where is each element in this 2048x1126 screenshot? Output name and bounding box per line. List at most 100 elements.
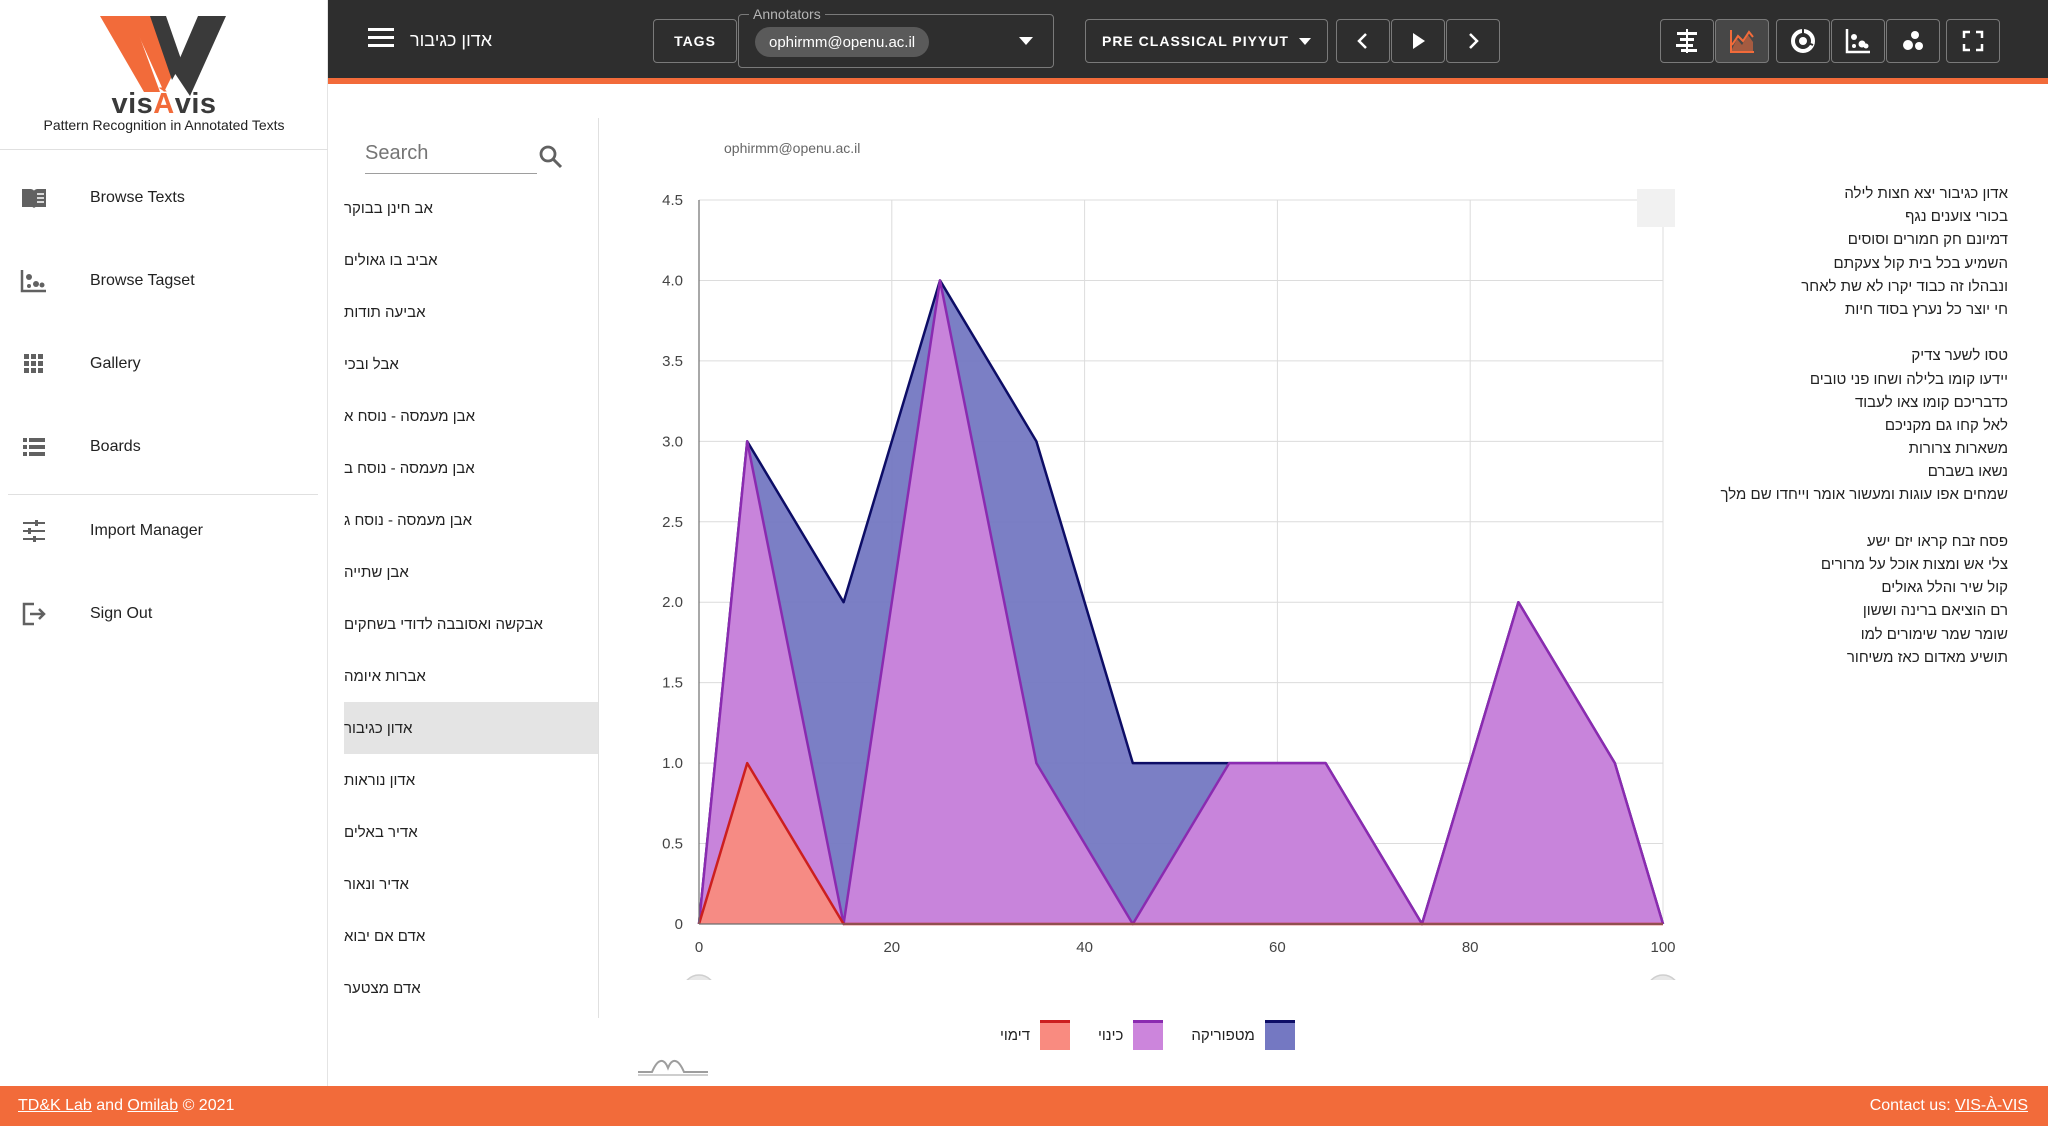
chevron-down-icon[interactable] bbox=[1019, 37, 1033, 45]
area-chart-icon bbox=[1730, 30, 1754, 53]
range-slider-handle[interactable] bbox=[1647, 974, 1679, 980]
brand-tagline: Pattern Recognition in Annotated Texts bbox=[43, 117, 285, 133]
y-tick-label: 2.5 bbox=[662, 514, 683, 531]
chevron-left-icon bbox=[1357, 33, 1367, 49]
previous-button[interactable] bbox=[1336, 19, 1390, 63]
x-tick-label: 80 bbox=[1462, 939, 1479, 956]
search-input[interactable] bbox=[365, 138, 535, 168]
tags-button[interactable]: TAGS bbox=[653, 19, 737, 63]
x-tick-label: 20 bbox=[883, 939, 900, 956]
search-field[interactable] bbox=[365, 138, 537, 174]
text-list-item[interactable]: אבל ובכי bbox=[344, 355, 399, 373]
range-slider-handle[interactable] bbox=[683, 974, 715, 980]
omilab-link[interactable]: Omilab bbox=[127, 1097, 179, 1114]
legend-label: דימוי bbox=[1000, 1026, 1031, 1044]
text-list-item[interactable]: אברות איומה bbox=[344, 667, 426, 685]
text-list-item[interactable]: אבן מעמסה - נוסח ב bbox=[344, 459, 475, 477]
text-list-item[interactable]: אבקשה ואסובבה לדודי בשחקים bbox=[344, 615, 543, 633]
y-tick-label: 4.5 bbox=[662, 192, 683, 209]
tdk-lab-link[interactable]: TD&K Lab bbox=[18, 1097, 92, 1114]
sidebar-item-sign-out[interactable]: Sign Out bbox=[0, 584, 328, 644]
x-tick-label: 0 bbox=[695, 939, 703, 956]
x-tick-label: 40 bbox=[1076, 939, 1093, 956]
y-tick-label: 1.5 bbox=[662, 675, 683, 692]
text-list-item[interactable]: אדיר באלים bbox=[344, 823, 418, 841]
footer: TD&K Lab and Omilab © 2021 Contact us: V… bbox=[0, 1086, 2048, 1126]
chart-toolbox-corner[interactable] bbox=[1637, 189, 1675, 227]
text-list: אב חינן בבוקר אביב בו גאולים אביעה תודות אב… bbox=[344, 182, 598, 1014]
y-tick-label: 1.0 bbox=[662, 755, 683, 772]
poem-line: שומר שמר שימורים למו bbox=[1860, 625, 2008, 643]
w-logo-icon bbox=[100, 16, 226, 96]
sidebar-item-label: Import Manager bbox=[90, 522, 203, 539]
contact-label: Contact us: bbox=[1869, 1097, 1951, 1114]
text-list-item[interactable]: אבן מעמסה - נוסח ג bbox=[344, 511, 472, 529]
poem-line: כדבריכם קומו צאו לעבוד bbox=[1854, 393, 2008, 411]
app-logo[interactable]: visÀvis Pattern Recognition in Annotated… bbox=[0, 0, 328, 150]
poem-text: אדון כגיבור יצא חצות לילה בכורי צוענים נג… bbox=[1700, 182, 2008, 669]
mini-wave-icon[interactable] bbox=[636, 1054, 710, 1078]
text-list-item[interactable]: אבן מעמסה - נוסח א bbox=[344, 407, 476, 425]
next-button[interactable] bbox=[1446, 19, 1500, 63]
sidebar-item-import-manager[interactable]: Import Manager bbox=[0, 501, 328, 561]
sidebar-item-label: Browse Tagset bbox=[90, 272, 195, 289]
text-list-item[interactable]: אדון נוראות bbox=[344, 771, 416, 789]
series-area[interactable] bbox=[699, 763, 1663, 924]
poem-line: חי יוצר כל נערץ בסוד חיות bbox=[1845, 300, 2008, 318]
bubble-view-button[interactable] bbox=[1886, 19, 1940, 63]
genre-select-button[interactable]: PRE CLASSICAL PIYYUT bbox=[1085, 19, 1328, 63]
legend-swatch bbox=[1264, 1020, 1295, 1050]
fullscreen-button[interactable] bbox=[1946, 19, 2000, 63]
play-button[interactable] bbox=[1391, 19, 1445, 63]
text-list-item[interactable]: אב חינן בבוקר bbox=[344, 199, 433, 217]
poem-line: בכורי צוענים נגף bbox=[1905, 208, 2008, 226]
legend-item[interactable]: מטפוריקה bbox=[1191, 1020, 1295, 1050]
annotators-select[interactable]: Annotators ophirmm@openu.ac.il bbox=[738, 6, 1054, 68]
text-list-item[interactable]: אדם אם יבוא bbox=[344, 927, 426, 945]
text-list-item[interactable]: אביעה תודות bbox=[344, 303, 426, 321]
scatter-view-button[interactable] bbox=[1831, 19, 1885, 63]
series-area[interactable] bbox=[699, 280, 1663, 924]
fullscreen-icon bbox=[1962, 30, 1984, 52]
align-bars-icon bbox=[1676, 29, 1697, 53]
search-icon[interactable] bbox=[538, 144, 564, 170]
text-list-item[interactable]: אביב בו גאולים bbox=[344, 251, 438, 269]
sidebar-item-label: Sign Out bbox=[90, 605, 153, 622]
annotators-label: Annotators bbox=[749, 6, 825, 22]
topbar-accent-stripe bbox=[328, 78, 2048, 84]
y-tick-label: 3.5 bbox=[662, 353, 683, 370]
contact-link[interactable]: VIS-À-VIS bbox=[1955, 1097, 2028, 1114]
poem-line: דמיונם חק חמורים וסוסים bbox=[1847, 231, 2008, 249]
chart-legend: דימוי כינוי מטפוריקה bbox=[1000, 1020, 1323, 1050]
poem-line: תושיע מאדום כאז משיחור bbox=[1846, 648, 2008, 666]
poem-line: נשאו בשברם bbox=[1927, 463, 2008, 481]
legend-label: מטפוריקה bbox=[1191, 1026, 1255, 1044]
text-list-item[interactable]: אדון כגיבור bbox=[344, 702, 598, 754]
y-tick-label: 3.0 bbox=[662, 433, 683, 450]
sidebar-item-boards[interactable]: Boards bbox=[0, 417, 328, 477]
text-list-item[interactable]: אדם מצטער bbox=[344, 979, 421, 997]
play-icon bbox=[1413, 33, 1425, 49]
brand-name: visÀvis bbox=[111, 88, 217, 120]
text-list-item[interactable]: אדיר ונאור bbox=[344, 875, 409, 893]
sidebar-item-browse-tagset[interactable]: Browse Tagset bbox=[0, 251, 328, 311]
annotator-chip[interactable]: ophirmm@openu.ac.il bbox=[755, 27, 930, 57]
bubbles-icon bbox=[1903, 31, 1923, 50]
chart-annotator-label: ophirmm@openu.ac.il bbox=[724, 140, 861, 156]
text-list-item[interactable]: אבן שתייה bbox=[344, 563, 409, 581]
menu-icon[interactable] bbox=[368, 28, 394, 50]
area-chart: 0 0.5 1.0 1.5 2.0 2.5 3.0 3.5 4.0 4.5 0 20 40 60 80 100 bbox=[662, 192, 1679, 980]
legend-item[interactable]: דימוי bbox=[1000, 1020, 1071, 1050]
sidebar-item-gallery[interactable]: Gallery bbox=[0, 334, 328, 394]
text-view-button[interactable] bbox=[1660, 19, 1714, 63]
sidebar-item-browse-texts[interactable]: Browse Texts bbox=[0, 168, 328, 228]
sunburst-view-button[interactable] bbox=[1776, 19, 1830, 63]
scatter-dots-icon bbox=[1845, 29, 1870, 54]
exit-icon bbox=[22, 602, 46, 626]
top-app-bar: אדון כגיבור TAGS Annotators ophirmm@open… bbox=[328, 0, 2048, 78]
area-chart-view-button[interactable] bbox=[1715, 19, 1769, 63]
legend-item[interactable]: כינוי bbox=[1098, 1020, 1164, 1050]
y-tick-label: 4.0 bbox=[662, 272, 683, 289]
poem-line: לאל קחו גם מקניכם bbox=[1884, 416, 2008, 434]
sidebar-item-label: Browse Texts bbox=[90, 189, 185, 206]
